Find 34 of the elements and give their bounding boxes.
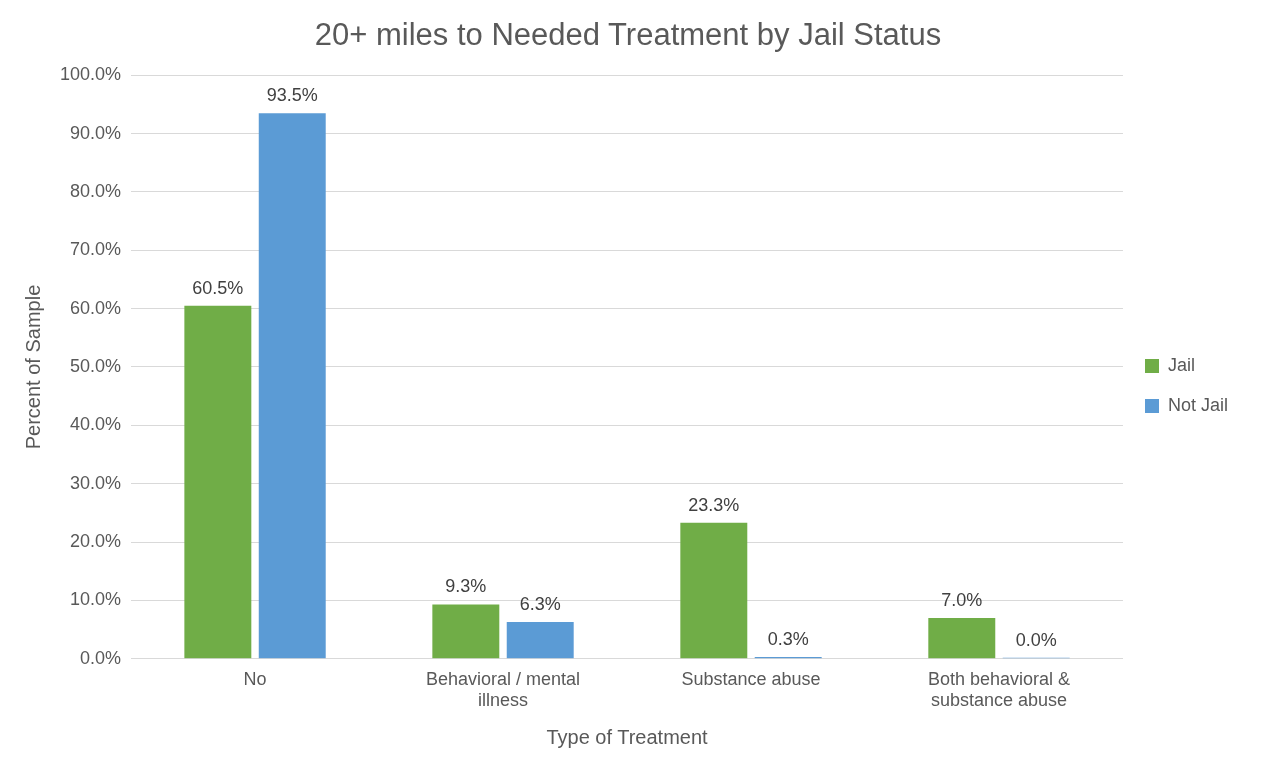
data-label: 60.5%	[192, 277, 244, 298]
y-tick-label: 30.0%	[70, 472, 122, 493]
legend-label: Not Jail	[1167, 394, 1229, 415]
y-tick-label: 10.0%	[70, 589, 122, 610]
bar	[258, 113, 326, 659]
data-label: 9.3%	[445, 576, 487, 597]
bar	[506, 622, 574, 659]
chart-title: 20+ miles to Needed Treatment by Jail Status	[314, 17, 942, 53]
data-label: 0.0%	[1015, 629, 1057, 650]
y-tick-label: 40.0%	[70, 414, 122, 435]
y-tick-label: 60.0%	[70, 297, 122, 318]
x-tick-label: Substance abuse	[681, 668, 821, 689]
bar	[184, 305, 252, 659]
bar	[680, 522, 748, 659]
data-label: 23.3%	[688, 494, 740, 515]
y-tick-label: 50.0%	[70, 355, 122, 376]
bar	[928, 617, 996, 659]
data-label: 93.5%	[266, 85, 318, 106]
y-tick-label: 80.0%	[70, 180, 122, 201]
x-tick-label: No	[243, 668, 267, 689]
x-tick-label: Behavioral / mental illness	[425, 668, 581, 711]
y-axis-title: Percent of Sample	[21, 284, 44, 450]
y-tick-label: 20.0%	[70, 531, 122, 552]
y-tick-label: 90.0%	[70, 122, 122, 143]
x-axis-title: Type of Treatment	[546, 725, 709, 748]
data-label: 6.3%	[519, 594, 561, 614]
y-tick-label: 0.0%	[80, 647, 122, 668]
x-tick-label: Both behavioral & substance abuse	[927, 668, 1071, 711]
data-label: 7.0%	[941, 589, 983, 610]
y-tick-label: 100.0%	[59, 64, 122, 85]
y-tick-label: 70.0%	[70, 239, 122, 260]
legend-label: Jail	[1167, 354, 1195, 375]
data-label: 0.3%	[767, 629, 809, 650]
bar	[432, 604, 500, 659]
